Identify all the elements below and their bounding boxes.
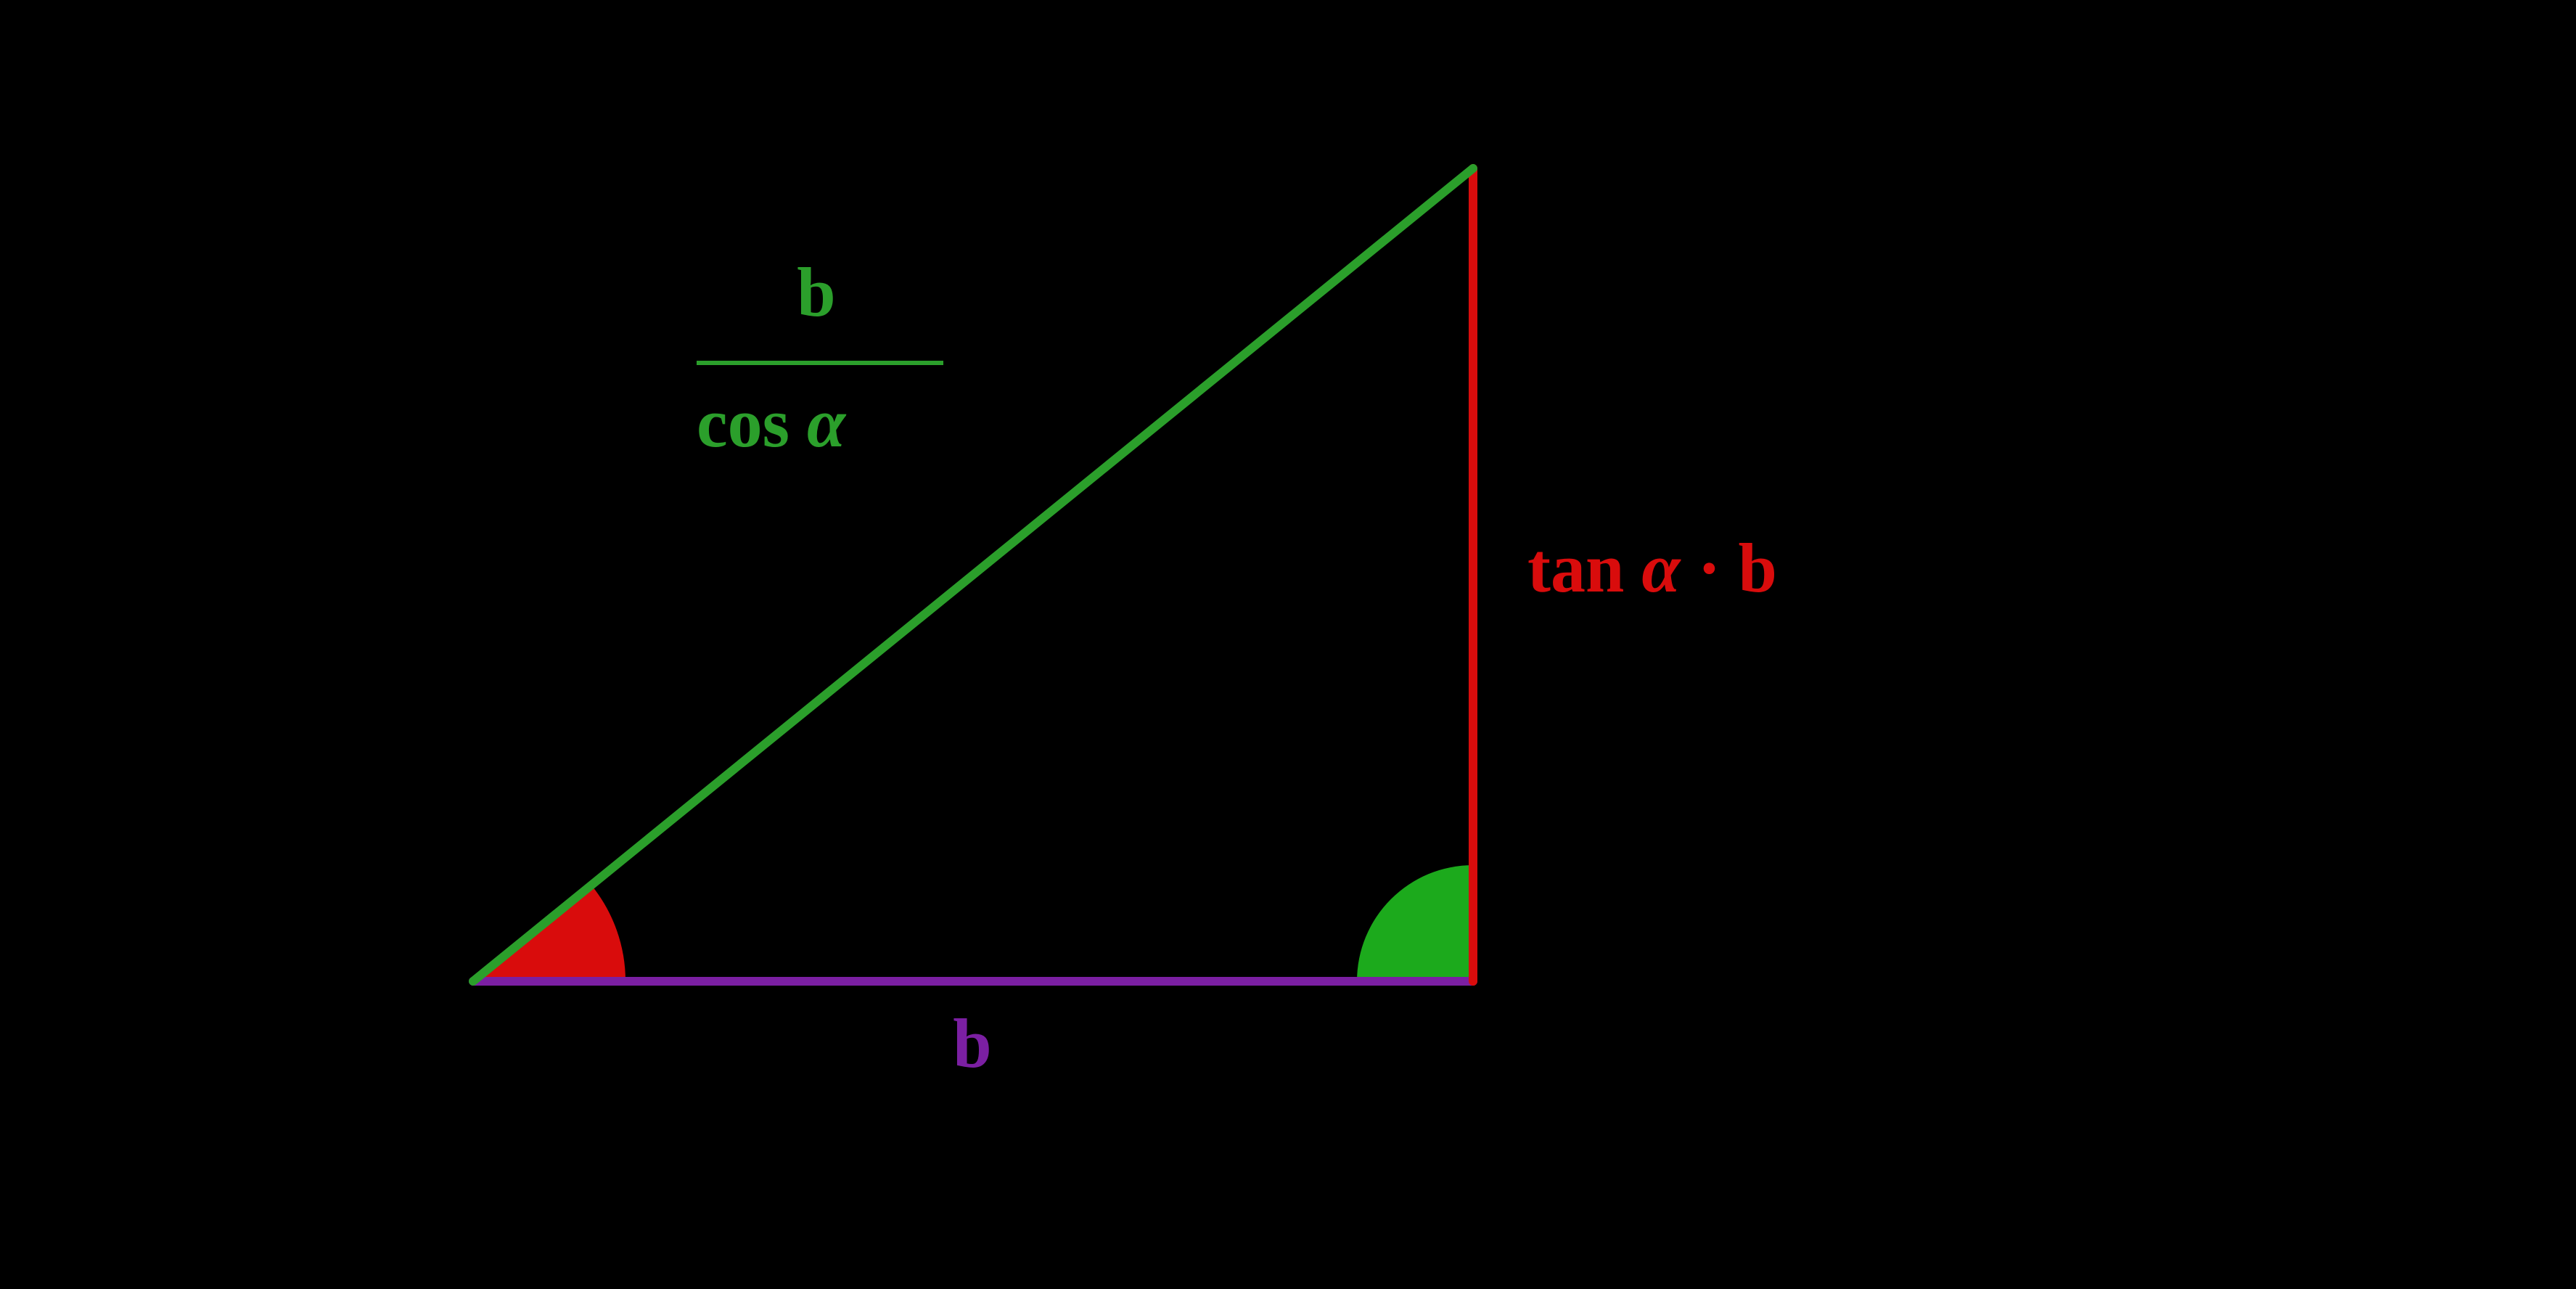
- right-angle-marker: [1357, 865, 1473, 981]
- triangle-hypotenuse: [473, 168, 1473, 981]
- label-vertical: tan α · b: [1527, 529, 1777, 607]
- label-hypotenuse-denominator: cos α: [697, 384, 847, 462]
- label-hypotenuse-numerator: b: [797, 253, 835, 331]
- label-base: b: [953, 1004, 991, 1082]
